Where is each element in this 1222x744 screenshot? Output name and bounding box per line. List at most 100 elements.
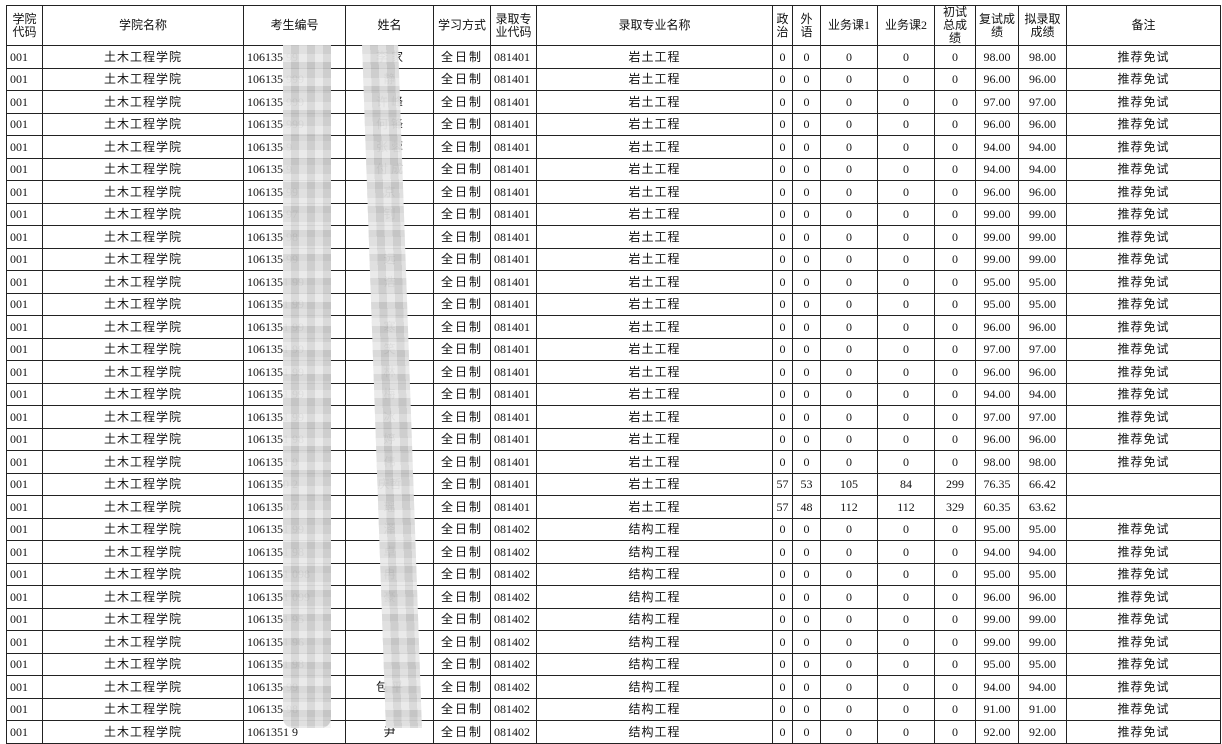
- cell-retest-score: 92.00: [975, 720, 1019, 744]
- cell-college-code: 001: [6, 315, 43, 339]
- cell-retest-score: 76.35: [975, 472, 1019, 496]
- cell-major-code: 081401: [490, 382, 537, 406]
- header-major-name: 录取专业名称: [536, 5, 773, 46]
- cell-course-2: 0: [877, 405, 935, 429]
- cell-major-code: 081402: [490, 517, 537, 541]
- cell-politics: 57: [772, 495, 793, 519]
- header-row: 学院代码 学院名称 考生编号 姓名 学习方式 录取专业代码 录取专业名称 政治 外语 业务课1 业务…: [6, 5, 1221, 46]
- cell-college-name: 土木工程学院: [42, 630, 244, 654]
- cell-politics: 0: [772, 67, 793, 91]
- cell-major-code: 081402: [490, 630, 537, 654]
- cell-admission-score: 94.00: [1018, 540, 1067, 564]
- cell-major-code: 081401: [490, 157, 537, 181]
- cell-college-code: 001: [6, 607, 43, 631]
- cell-admission-score: 97.00: [1018, 405, 1067, 429]
- cell-remarks: 推荐免试: [1066, 202, 1221, 226]
- cell-course-1: 0: [820, 630, 878, 654]
- cell-course-1: 0: [820, 517, 878, 541]
- cell-foreign-language: 0: [792, 157, 821, 181]
- cell-remarks: 推荐免试: [1066, 405, 1221, 429]
- cell-college-code: 001: [6, 360, 43, 384]
- cell-prelim-total: 329: [934, 495, 976, 519]
- cell-major-code: 081401: [490, 292, 537, 316]
- cell-college-code: 001: [6, 630, 43, 654]
- cell-politics: 0: [772, 540, 793, 564]
- cell-foreign-language: 0: [792, 405, 821, 429]
- header-prelim-total: 初试总成绩: [934, 5, 976, 46]
- cell-major-name: 岩土工程: [536, 360, 773, 384]
- cell-college-name: 土木工程学院: [42, 495, 244, 519]
- cell-major-name: 岩土工程: [536, 450, 773, 474]
- cell-politics: 0: [772, 315, 793, 339]
- cell-foreign-language: 0: [792, 697, 821, 721]
- cell-major-name: 结构工程: [536, 607, 773, 631]
- cell-admission-score: 95.00: [1018, 652, 1067, 676]
- cell-remarks: 推荐免试: [1066, 45, 1221, 69]
- cell-prelim-total: 0: [934, 697, 976, 721]
- cell-course-2: 84: [877, 472, 935, 496]
- cell-course-2: 0: [877, 45, 935, 69]
- table-row: 001 土木工程学院 106135 98 全日制 081402 结构工程 0 0 0 0 0 91.0…: [6, 697, 1221, 721]
- cell-study-mode: 全日制: [433, 720, 491, 744]
- cell-foreign-language: 0: [792, 675, 821, 699]
- cell-admission-score: 95.00: [1018, 562, 1067, 586]
- cell-course-1: 0: [820, 157, 878, 181]
- cell-major-code: 081401: [490, 45, 537, 69]
- cell-study-mode: 全日制: [433, 112, 491, 136]
- cell-prelim-total: 0: [934, 315, 976, 339]
- cell-college-code: 001: [6, 562, 43, 586]
- cell-remarks: 推荐免试: [1066, 427, 1221, 451]
- cell-course-2: 0: [877, 585, 935, 609]
- cell-course-1: 0: [820, 720, 878, 744]
- cell-study-mode: 全日制: [433, 180, 491, 204]
- cell-college-code: 001: [6, 157, 43, 181]
- cell-prelim-total: 0: [934, 607, 976, 631]
- cell-prelim-total: 0: [934, 675, 976, 699]
- cell-college-code: 001: [6, 450, 43, 474]
- cell-college-name: 土木工程学院: [42, 90, 244, 114]
- cell-remarks: 推荐免试: [1066, 292, 1221, 316]
- cell-major-name: 岩土工程: [536, 405, 773, 429]
- cell-retest-score: 96.00: [975, 180, 1019, 204]
- cell-major-code: 081401: [490, 360, 537, 384]
- cell-course-2: 0: [877, 247, 935, 271]
- cell-major-name: 结构工程: [536, 652, 773, 676]
- cell-college-code: 001: [6, 427, 43, 451]
- cell-major-code: 081402: [490, 607, 537, 631]
- cell-college-name: 土木工程学院: [42, 405, 244, 429]
- cell-college-name: 土木工程学院: [42, 427, 244, 451]
- cell-college-code: 001: [6, 202, 43, 226]
- cell-major-code: 081401: [490, 90, 537, 114]
- cell-college-name: 土木工程学院: [42, 67, 244, 91]
- cell-retest-score: 97.00: [975, 337, 1019, 361]
- cell-course-2: 0: [877, 562, 935, 586]
- cell-major-code: 081401: [490, 202, 537, 226]
- cell-college-name: 土木工程学院: [42, 45, 244, 69]
- cell-politics: 0: [772, 270, 793, 294]
- cell-remarks: 推荐免试: [1066, 450, 1221, 474]
- cell-remarks: 推荐免试: [1066, 337, 1221, 361]
- cell-foreign-language: 0: [792, 607, 821, 631]
- cell-remarks: 推荐免试: [1066, 585, 1221, 609]
- cell-admission-score: 99.00: [1018, 225, 1067, 249]
- cell-foreign-language: 0: [792, 360, 821, 384]
- header-name: 姓名: [345, 5, 434, 46]
- cell-retest-score: 94.00: [975, 382, 1019, 406]
- cell-major-code: 081401: [490, 427, 537, 451]
- cell-major-code: 081401: [490, 315, 537, 339]
- cell-admission-score: 96.00: [1018, 112, 1067, 136]
- cell-admission-score: 99.00: [1018, 247, 1067, 271]
- cell-study-mode: 全日制: [433, 630, 491, 654]
- cell-course-2: 112: [877, 495, 935, 519]
- cell-admission-score: 66.42: [1018, 472, 1067, 496]
- cell-college-name: 土木工程学院: [42, 540, 244, 564]
- cell-prelim-total: 0: [934, 382, 976, 406]
- cell-study-mode: 全日制: [433, 427, 491, 451]
- cell-retest-score: 94.00: [975, 157, 1019, 181]
- cell-admission-score: 99.00: [1018, 630, 1067, 654]
- cell-course-2: 0: [877, 135, 935, 159]
- cell-major-name: 岩土工程: [536, 472, 773, 496]
